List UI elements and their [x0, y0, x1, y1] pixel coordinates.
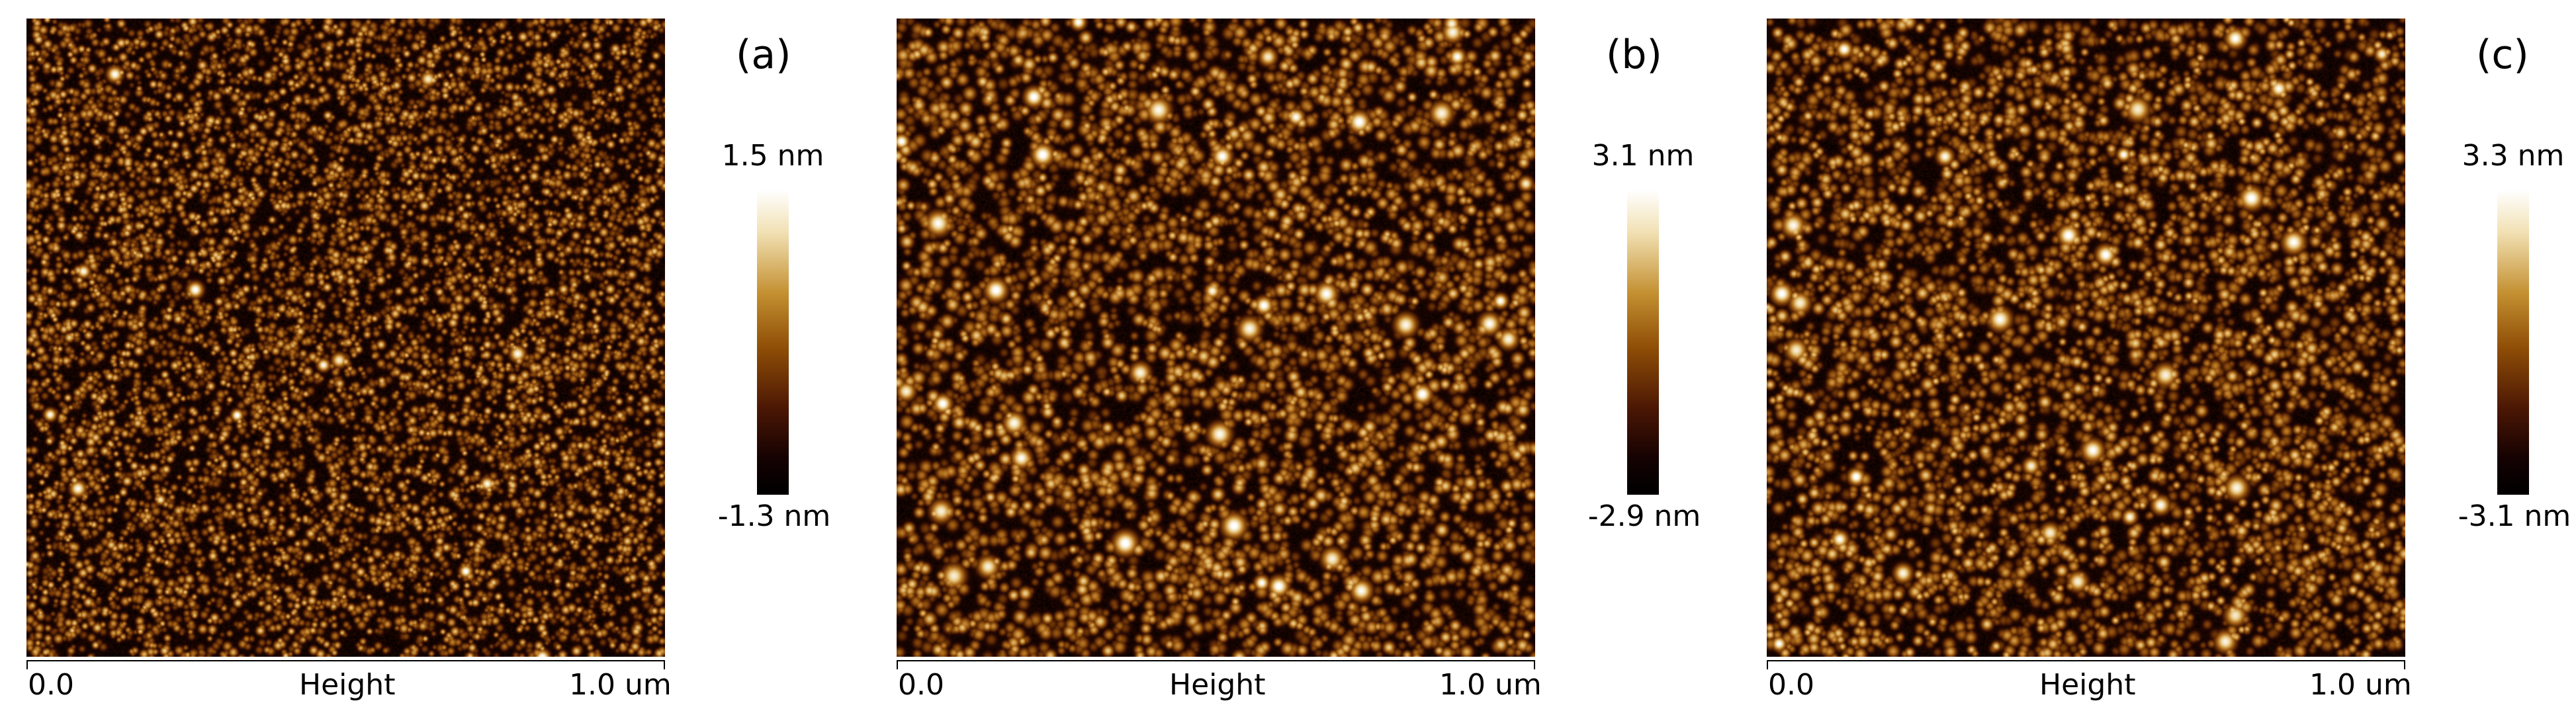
channel-label-a: Height [299, 668, 396, 702]
channel-label-c: Height [2039, 668, 2136, 702]
colorbar-max-label-a: 1.5 nm [721, 139, 824, 173]
scale-bar-tick-end-a [664, 660, 665, 669]
afm-panel-b: 0.0 Height 1.0 um (b) 3.1 nm -2.9 nm [897, 0, 1757, 711]
afm-panel-c: 0.0 Height 1.0 um (c) 3.3 nm -3.1 nm [1767, 0, 2576, 711]
scale-bar-tick-start-c [1767, 660, 1768, 669]
scale-bar-c [1767, 660, 2405, 661]
afm-height-image-a [26, 19, 665, 657]
scale-end-label-b: 1.0 um [1439, 668, 1542, 702]
scale-start-label-a: 0.0 [28, 668, 74, 702]
scale-start-label-c: 0.0 [1768, 668, 1814, 702]
scale-bar-tick-start-a [26, 660, 28, 669]
colorbar-max-label-c: 3.3 nm [2462, 139, 2565, 173]
colorbar-b [1627, 190, 1659, 495]
scale-end-label-c: 1.0 um [2309, 668, 2412, 702]
panel-label-b: (b) [1606, 32, 1662, 78]
scale-end-label-a: 1.0 um [569, 668, 672, 702]
colorbar-c [2497, 190, 2529, 495]
afm-height-image-c [1767, 19, 2405, 657]
colorbar-a [757, 190, 789, 495]
afm-panel-a: 0.0 Height 1.0 um (a) 1.5 nm -1.3 nm [26, 0, 887, 711]
scale-bar-a [26, 660, 665, 661]
scale-start-label-b: 0.0 [898, 668, 944, 702]
panel-label-a: (a) [736, 32, 791, 78]
panel-label-c: (c) [2476, 32, 2529, 78]
scale-bar-tick-end-c [2404, 660, 2405, 669]
colorbar-min-label-a: -1.3 nm [717, 499, 831, 533]
colorbar-min-label-b: -2.9 nm [1587, 499, 1701, 533]
afm-height-image-b [897, 19, 1535, 657]
colorbar-min-label-c: -3.1 nm [2458, 499, 2571, 533]
scale-bar-tick-end-b [1534, 660, 1535, 669]
channel-label-b: Height [1169, 668, 1266, 702]
scale-bar-tick-start-b [897, 660, 898, 669]
colorbar-max-label-b: 3.1 nm [1591, 139, 1695, 173]
scale-bar-b [897, 660, 1535, 661]
